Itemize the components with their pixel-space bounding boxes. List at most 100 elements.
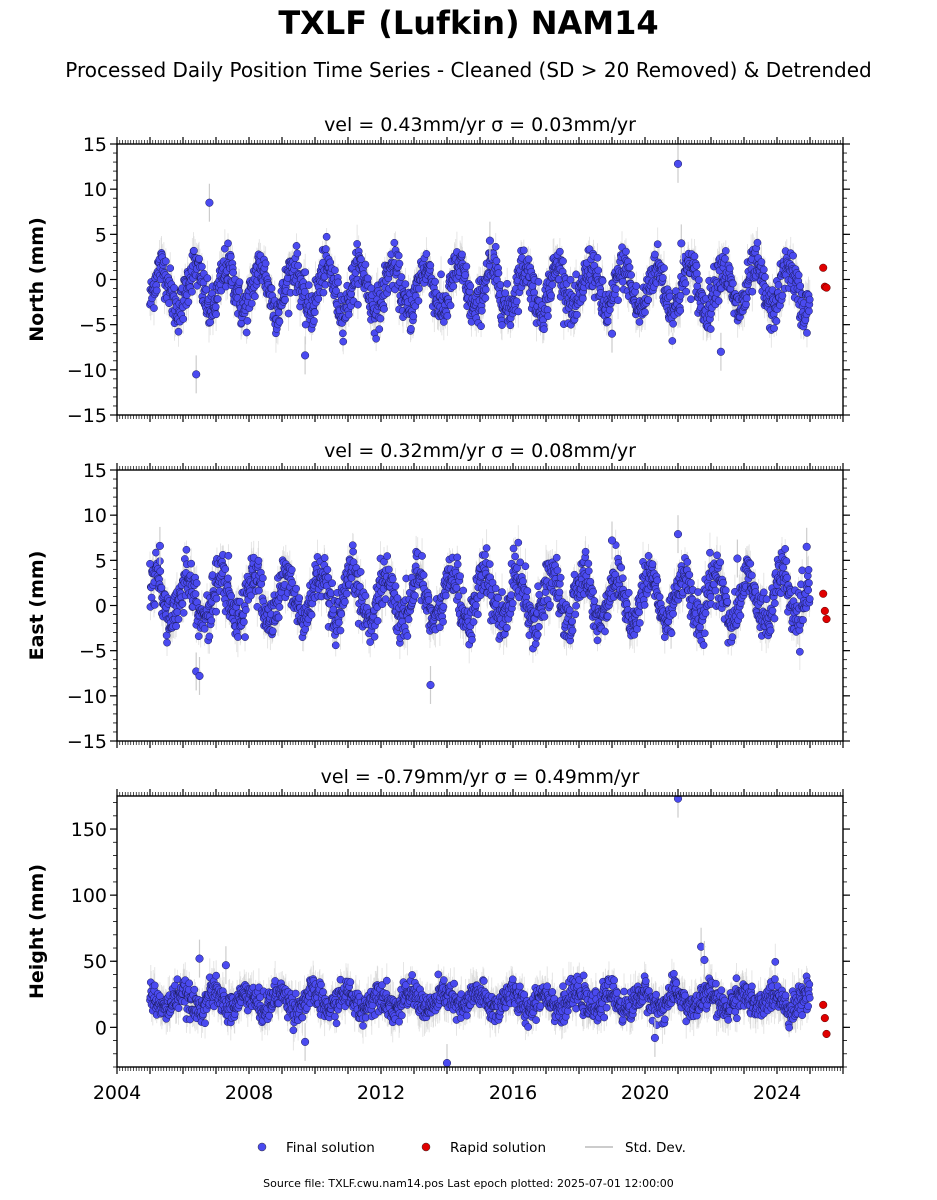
final-solution-point [224,239,232,248]
final-solution-point [653,240,662,249]
final-solution-point [439,318,448,326]
final-solution-point [496,281,505,289]
final-solution-point [556,247,564,256]
final-solution-point [390,238,399,247]
final-solution-point [275,317,284,326]
final-solution-point [658,273,667,282]
final-solution-point [578,294,587,303]
final-solution-point [274,308,283,317]
final-solution-point [319,288,328,297]
final-solution-point [376,314,385,323]
final-solution-point [414,296,423,305]
final-solution-point [669,319,677,328]
final-solution-point [304,281,313,289]
final-solution-point [770,324,778,333]
final-solution-point [301,351,310,360]
final-solution-point [407,324,415,333]
final-solution-point [485,236,494,245]
y-tick-label: −5 [79,315,107,337]
final-solution-point [192,370,201,379]
plot-area [146,515,831,704]
final-solution-point [604,317,613,326]
final-solution-point [544,312,552,321]
final-solution-point [321,245,330,253]
final-solution-point [375,325,384,333]
final-solution-point [559,257,567,266]
final-solution-point [725,264,734,273]
final-solution-point [310,308,319,317]
final-solution-point [170,284,179,292]
final-solution-point [397,273,406,281]
final-solution-point [593,253,602,262]
final-solution-point [721,254,729,263]
final-solution-point [716,347,725,356]
final-solution-point [534,277,543,286]
final-solution-point [409,312,418,321]
final-solution-point [605,306,614,314]
final-solution-point [690,252,699,261]
final-solution-point [251,292,259,301]
final-solution-point [491,242,500,251]
final-solution-point [632,282,641,290]
final-solution-point [166,264,175,273]
final-solution-point [165,299,173,308]
final-solution-point [566,275,575,284]
final-solution-point [443,312,452,320]
final-solution-point [247,299,256,308]
rapid-solution-point [822,283,831,292]
final-solution-point [284,309,293,318]
final-solution-point [437,270,445,279]
y-tick-label: −10 [67,360,107,382]
chart-subtitle: Processed Daily Position Time Series - C… [65,58,872,82]
final-solution-point [481,294,490,302]
final-solution-point [695,276,703,284]
final-solution-point [466,282,475,290]
final-solution-point [198,262,206,271]
final-solution-point [796,282,805,290]
final-solution-point [729,279,737,288]
final-solution-point [519,246,528,255]
final-solution-point [721,247,730,255]
y-tick-label: 15 [83,134,107,156]
final-solution-point [477,306,486,315]
final-solution-point [174,327,183,336]
final-solution-point [226,252,235,261]
final-solution-point [761,273,769,281]
final-solution-point [540,325,548,334]
final-solution-point [267,284,276,293]
final-solution-point [242,328,251,337]
final-solution-point [598,277,607,285]
plot-area [146,144,831,394]
final-solution-point [184,298,193,306]
final-solution-point [195,254,203,263]
final-solution-point [687,295,695,304]
final-solution-point [477,322,485,331]
final-solution-point [514,307,523,316]
final-solution-point [458,250,466,259]
chart-title: TXLF (Lufkin) NAM14 [278,4,659,42]
final-solution-point [681,279,690,288]
rapid-solution-point [819,263,828,272]
final-solution-point [676,291,685,300]
final-solution-point [449,282,458,291]
final-solution-point [618,277,627,286]
final-solution-point [641,308,649,317]
final-solution-point [714,297,723,305]
final-solution-point [229,268,238,277]
final-solution-point [422,250,431,258]
y-tick-label: 10 [83,179,107,201]
final-solution-point [492,257,501,265]
final-solution-point [481,285,490,294]
final-solution-point [805,295,814,304]
final-solution-point [363,274,372,283]
final-solution-point [693,269,701,278]
final-solution-point [742,294,751,303]
final-solution-point [789,251,797,260]
final-solution-point [607,329,617,338]
final-solution-point [692,261,701,270]
final-solution-point [314,294,323,303]
final-solution-point [243,317,252,325]
final-solution-point [395,259,404,268]
final-solution-point [190,246,198,255]
